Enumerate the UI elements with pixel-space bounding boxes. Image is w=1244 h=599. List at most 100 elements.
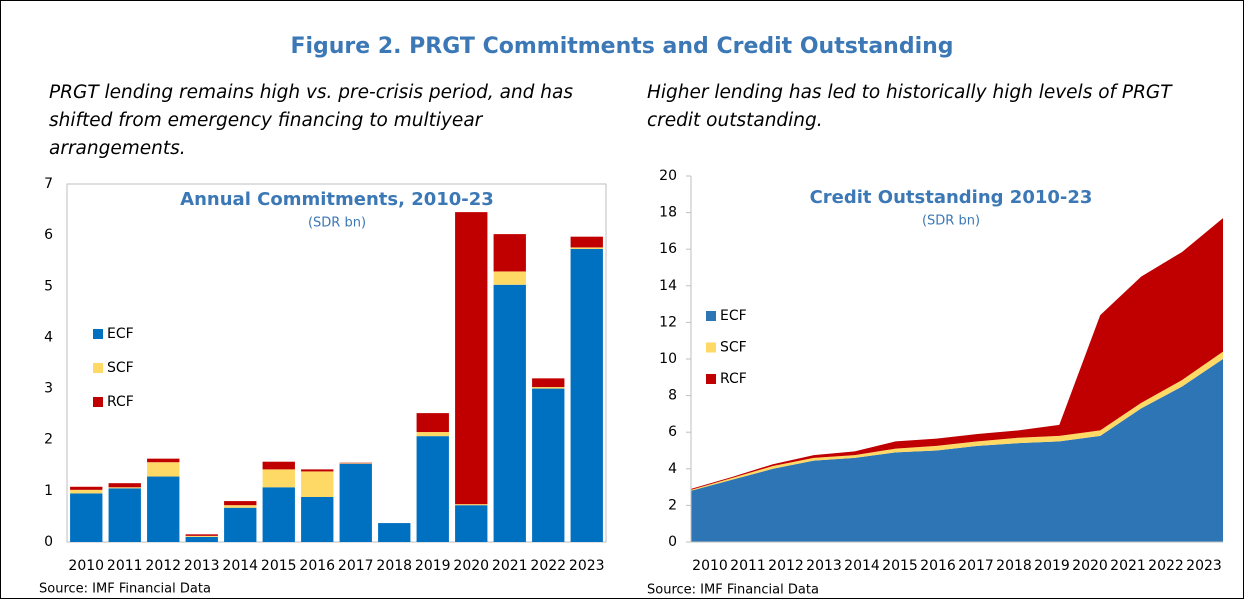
bar-segment bbox=[532, 388, 565, 542]
x-tick-label: 2021 bbox=[492, 558, 528, 574]
legend-label: RCF bbox=[107, 394, 134, 410]
y-tick-label: 18 bbox=[659, 205, 677, 221]
bar-segment bbox=[224, 507, 257, 542]
bar-segment bbox=[262, 487, 295, 542]
y-tick-label: 1 bbox=[44, 483, 53, 499]
y-tick-label: 7 bbox=[44, 176, 53, 192]
x-tick-label: 2013 bbox=[184, 558, 220, 574]
x-tick-label: 2015 bbox=[261, 558, 297, 574]
bar-segment bbox=[570, 248, 603, 543]
bar-segment bbox=[570, 236, 603, 248]
x-tick-label: 2021 bbox=[1110, 558, 1146, 574]
y-tick-label: 16 bbox=[659, 241, 677, 257]
y-tick-label: 8 bbox=[668, 388, 677, 404]
chart-subtitle: (SDR bn) bbox=[308, 216, 366, 231]
bar-segment bbox=[147, 458, 180, 463]
x-tick-label: 2017 bbox=[958, 558, 994, 574]
y-tick-label: 6 bbox=[668, 424, 677, 440]
bar-segment bbox=[108, 483, 141, 488]
bar-segment bbox=[339, 462, 372, 464]
x-tick-label: 2019 bbox=[415, 558, 451, 574]
bar-segment bbox=[532, 378, 565, 388]
source-note: Source: IMF Financial Data bbox=[647, 583, 819, 598]
legend-label: SCF bbox=[720, 340, 747, 356]
bar-segment bbox=[532, 387, 565, 389]
bar-segment bbox=[493, 271, 526, 285]
bar-segment bbox=[224, 505, 257, 508]
x-tick-label: 2019 bbox=[1034, 558, 1070, 574]
x-tick-label: 2015 bbox=[882, 558, 918, 574]
x-tick-label: 2010 bbox=[692, 558, 728, 574]
bar-segment bbox=[416, 436, 449, 542]
bar-segment bbox=[570, 247, 603, 249]
y-tick-label: 4 bbox=[44, 329, 53, 345]
bar-segment bbox=[455, 212, 488, 505]
bar-segment bbox=[455, 505, 488, 542]
x-tick-label: 2013 bbox=[806, 558, 842, 574]
source-note: Source: IMF Financial Data bbox=[39, 582, 211, 597]
legend-swatch bbox=[93, 397, 103, 407]
x-tick-label: 2014 bbox=[844, 558, 880, 574]
bar-segment bbox=[416, 413, 449, 433]
legend-swatch bbox=[706, 374, 716, 384]
bar-segment bbox=[185, 535, 218, 537]
y-tick-label: 0 bbox=[44, 534, 53, 550]
y-tick-label: 2 bbox=[668, 497, 677, 513]
bar-segment bbox=[262, 469, 295, 488]
x-tick-label: 2023 bbox=[1186, 558, 1222, 574]
x-tick-label: 2018 bbox=[996, 558, 1032, 574]
area bbox=[691, 218, 1223, 490]
x-tick-label: 2018 bbox=[376, 558, 412, 574]
y-tick-label: 3 bbox=[44, 381, 53, 397]
chart-title: Annual Commitments, 2010-23 bbox=[180, 189, 494, 210]
plot-frame bbox=[66, 183, 607, 543]
y-tick-label: 2 bbox=[44, 432, 53, 448]
x-tick-label: 2022 bbox=[530, 558, 566, 574]
bar-segment bbox=[262, 461, 295, 470]
bar-segment bbox=[301, 496, 334, 542]
x-tick-label: 2011 bbox=[730, 558, 766, 574]
legend-label: ECF bbox=[107, 326, 134, 342]
x-tick-label: 2016 bbox=[920, 558, 956, 574]
legend-swatch bbox=[93, 363, 103, 373]
y-tick-label: 4 bbox=[668, 461, 677, 477]
y-tick-label: 12 bbox=[659, 314, 677, 330]
figure-title: Figure 2. PRGT Commitments and Credit Ou… bbox=[290, 34, 953, 59]
bar-segment bbox=[455, 504, 488, 506]
bar-segment bbox=[416, 432, 449, 437]
bar-segment bbox=[108, 488, 141, 542]
bar-segment bbox=[339, 463, 372, 542]
chart-subtitle: (SDR bn) bbox=[922, 214, 980, 229]
x-tick-label: 2010 bbox=[68, 558, 104, 574]
bar-segment bbox=[185, 534, 218, 536]
bar-segment bbox=[493, 234, 526, 272]
bar-segment bbox=[493, 284, 526, 542]
area bbox=[691, 359, 1223, 542]
y-tick-label: 10 bbox=[659, 351, 677, 367]
x-tick-label: 2023 bbox=[569, 558, 605, 574]
x-tick-label: 2017 bbox=[338, 558, 374, 574]
bar-segment bbox=[147, 476, 180, 542]
bar-segment bbox=[185, 536, 218, 542]
legend-label: ECF bbox=[720, 308, 747, 324]
y-tick-label: 0 bbox=[668, 534, 677, 550]
y-tick-label: 6 bbox=[44, 227, 53, 243]
x-tick-label: 2012 bbox=[768, 558, 804, 574]
bar-segment bbox=[108, 487, 141, 489]
chart-description: Higher lending has led to historically h… bbox=[647, 82, 1172, 131]
x-tick-label: 2020 bbox=[1072, 558, 1108, 574]
y-tick-label: 20 bbox=[659, 168, 677, 184]
chart-title: Credit Outstanding 2010-23 bbox=[810, 187, 1093, 208]
y-tick-label: 14 bbox=[659, 278, 677, 294]
bar-segment bbox=[301, 471, 334, 497]
bar-segment bbox=[70, 489, 103, 494]
bar-segment bbox=[147, 462, 180, 477]
legend-swatch bbox=[706, 311, 716, 321]
x-tick-label: 2012 bbox=[145, 558, 181, 574]
x-tick-label: 2014 bbox=[222, 558, 258, 574]
x-tick-label: 2020 bbox=[453, 558, 489, 574]
legend-swatch bbox=[706, 342, 716, 353]
x-tick-label: 2016 bbox=[299, 558, 335, 574]
